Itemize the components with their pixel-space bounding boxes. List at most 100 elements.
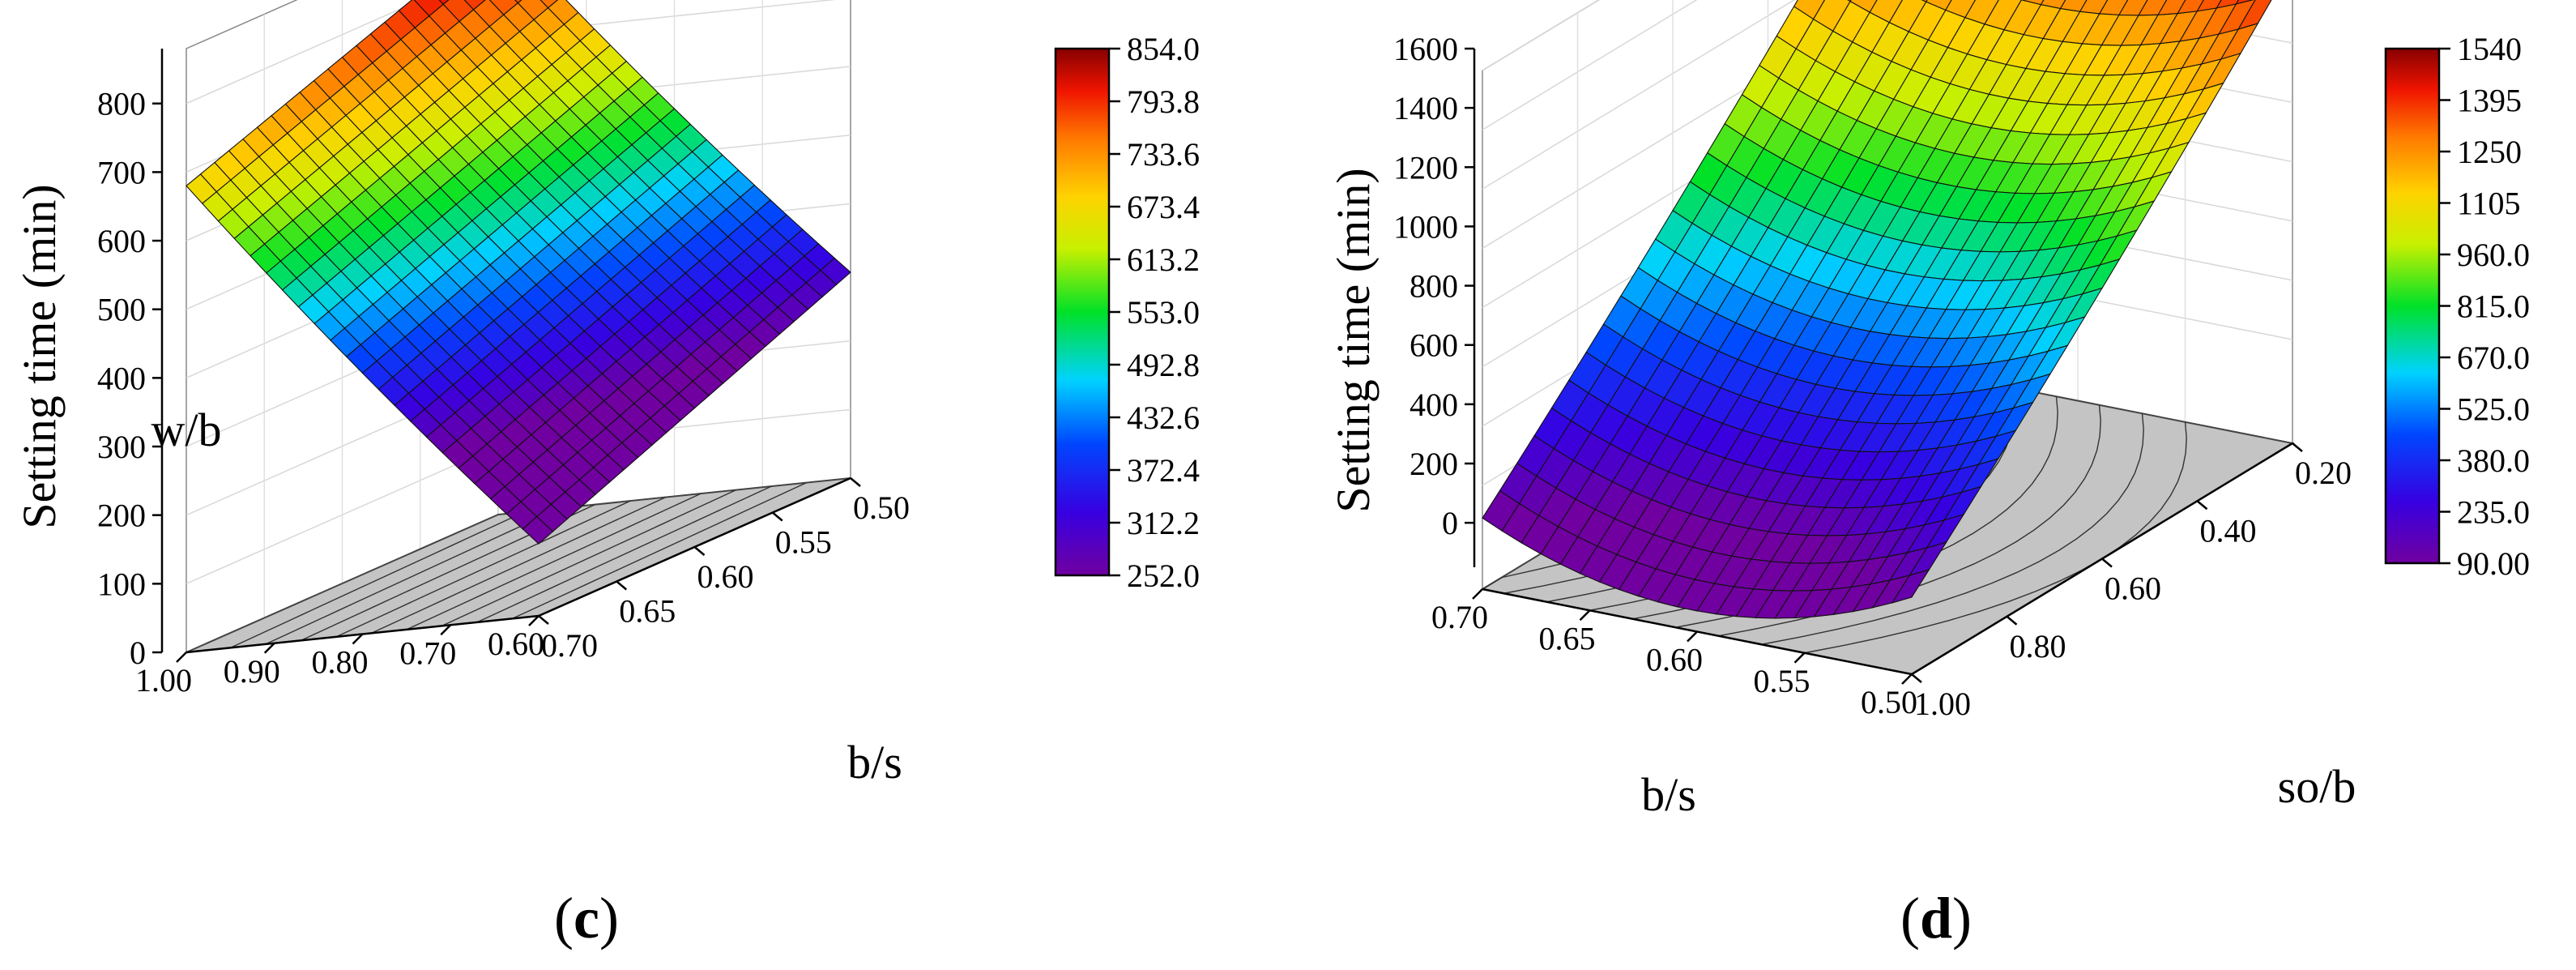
floor-contour (406, 493, 702, 630)
panel-label-c-open: ( (554, 886, 574, 951)
y-tick-label: 0.65 (619, 593, 676, 630)
colorbar-tick-label: 432.6 (1127, 400, 1200, 436)
colorbar (2384, 47, 2441, 565)
x-tick (528, 615, 540, 626)
z-tick-label: 600 (97, 223, 146, 259)
floor-contour (265, 507, 561, 645)
colorbar (1054, 47, 1111, 577)
x-tick (263, 642, 275, 654)
colorbar-tick-label: 854.0 (1127, 31, 1200, 67)
colorbar-tick-label: 1395 (2457, 83, 2522, 119)
chart-0: 0 100 200 300 400 500 600 700 800 Setting time (m… (13, 0, 1200, 788)
z-tick-label: 1400 (1393, 90, 1458, 126)
y-tick-label: 0.70 (541, 627, 598, 664)
colorbar-tick-label: 553.0 (1127, 294, 1200, 331)
x-tick-label: 0.60 (1646, 642, 1703, 678)
floor-contour (230, 511, 525, 649)
colorbar-tick-label: 492.8 (1127, 347, 1200, 383)
panel-label-d-open: ( (1900, 886, 1920, 951)
x-tick-label: 0.80 (312, 644, 369, 681)
colorbar-tick-label: 312.2 (1127, 505, 1200, 541)
panel-label-c-close: ) (599, 886, 619, 951)
y-tick-label: 0.60 (2105, 570, 2161, 607)
floor-contour (335, 500, 631, 638)
y-tick-label: 0.80 (2010, 628, 2066, 664)
z-tick-label: 1200 (1393, 149, 1458, 186)
floor-contour (512, 481, 807, 620)
surface-mesh (186, 0, 851, 545)
surface-cell (438, 0, 450, 6)
y-tick-label: 0.60 (697, 558, 754, 595)
colorbar-tick-label: 815.0 (2457, 288, 2530, 325)
x-tick-label: 0.55 (1754, 663, 1810, 699)
z-tick-label: 800 (1410, 268, 1458, 305)
colorbar-tick-label: 673.4 (1127, 189, 1200, 225)
y-tick (1911, 673, 1922, 683)
z-tick-label: 600 (1410, 327, 1458, 364)
x-tick-label: 0.70 (399, 635, 456, 671)
z-tick-label: 0 (130, 635, 146, 671)
surface-cell (1891, 569, 1930, 604)
x-tick-label: 0.65 (1539, 620, 1596, 656)
z-tick-label: 1000 (1393, 208, 1458, 245)
z-tick-label: 700 (97, 154, 146, 190)
colorbar-tick-label: 1540 (2457, 31, 2522, 67)
x-tick (1901, 673, 1913, 685)
colorbar-tick-label: 252.0 (1127, 558, 1200, 594)
colorbar-tick-label: 372.4 (1127, 452, 1200, 489)
y-tick (2101, 558, 2113, 568)
y-tick-label: 0.40 (2200, 512, 2257, 549)
x-tick-label: 0.60 (488, 626, 544, 662)
y-tick (2196, 500, 2208, 511)
x-axis-title: b/s (1641, 768, 1696, 821)
y-tick (693, 546, 706, 556)
y-tick (850, 477, 861, 487)
panel-label-d: (d) (1855, 885, 2017, 952)
z-tick-label: 500 (97, 292, 146, 328)
panel-label-c-letter: c (574, 886, 599, 951)
z-axis-title: Setting time (min) (1327, 168, 1380, 512)
z-tick-label: 400 (97, 360, 146, 396)
x-tick (1579, 609, 1591, 622)
y-tick (2292, 442, 2303, 452)
colorbar-tick-label: 670.0 (2457, 340, 2530, 376)
z-tick-label: 400 (1410, 387, 1458, 423)
x-tick-label: 0.90 (224, 653, 280, 690)
x-tick (352, 633, 364, 645)
colorbar-tick-label: 380.0 (2457, 442, 2530, 479)
z-tick-label: 1600 (1393, 31, 1458, 67)
y-axis-title: b/s (847, 736, 902, 788)
colorbar-tick-label: 793.8 (1127, 83, 1200, 120)
y-tick (771, 511, 783, 522)
y-tick (2006, 615, 2018, 626)
colorbar-tick-label: 1250 (2457, 134, 2522, 170)
floor-contour (441, 489, 736, 627)
y-tick-label: 0.50 (853, 489, 910, 526)
floor-contour (1761, 413, 2144, 645)
z-tick-label: 200 (97, 498, 146, 534)
surface-mesh (1482, 0, 2272, 619)
wall-gridline (1482, 0, 1698, 130)
panel-label-d-letter: d (1919, 886, 1953, 951)
x-tick-label: 0.70 (1431, 599, 1488, 635)
floor-contour (476, 485, 772, 623)
y-axis-title: so/b (2278, 760, 2356, 813)
surface-cell (514, 0, 522, 4)
y-tick (616, 580, 628, 591)
y-tick-label: 1.00 (1914, 686, 1971, 722)
x-tick (176, 652, 187, 663)
wall-gridline (186, 0, 423, 105)
z-tick-label: 200 (1410, 446, 1458, 482)
x-tick-label: 1.00 (135, 662, 192, 699)
colorbar-tick-label: 960.0 (2457, 237, 2530, 273)
y-tick-label: 0.55 (775, 524, 832, 561)
z-axis-title: Setting time (min) (13, 184, 66, 528)
colorbar-tick-label: 90.00 (2457, 545, 2530, 582)
panel-label-c: (c) (505, 885, 667, 952)
x-tick (1472, 588, 1483, 600)
z-tick-label: 800 (97, 86, 146, 122)
y-tick-label: 0.20 (2295, 455, 2352, 491)
colorbar-tick-label: 733.6 (1127, 136, 1200, 173)
colorbar-tick-label: 235.0 (2457, 494, 2530, 531)
